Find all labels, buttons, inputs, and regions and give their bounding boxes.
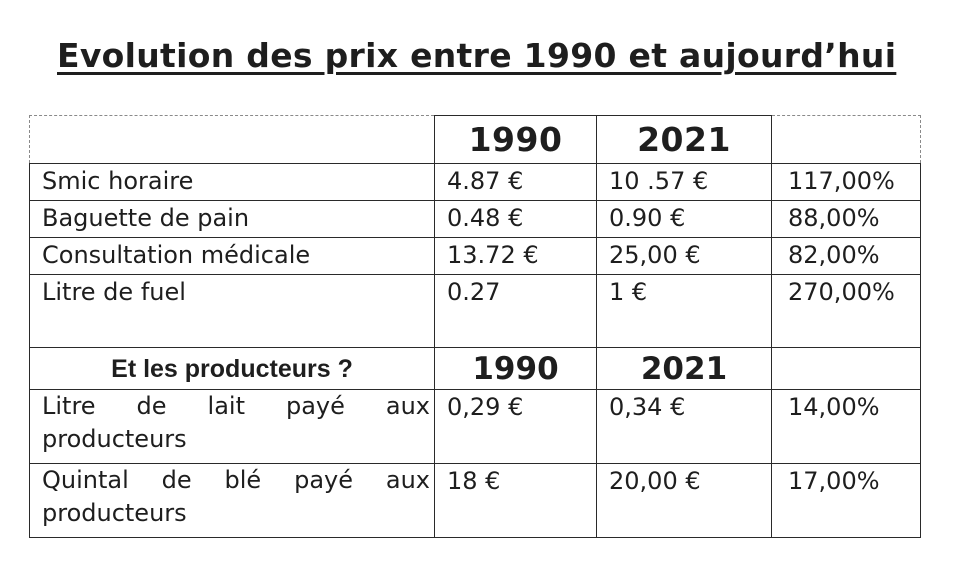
row-label: Smic horaire [29,163,435,201]
change-percent: 17,00% [771,463,921,538]
producers-header-row: Et les producteurs ? 1990 2021 [29,347,921,390]
row-label: Quintal de blé payé aux producteurs [29,463,435,538]
header-year-2021: 2021 [596,115,772,164]
row-label: Consultation médicale [29,237,435,275]
value-1990: 0.27 [434,274,597,348]
change-percent: 270,00% [771,274,921,348]
row-label: Baguette de pain [29,200,435,238]
value-2021: 1 € [596,274,772,348]
value-1990: 18 € [434,463,597,538]
value-2021: 20,00 € [596,463,772,538]
value-2021: 0,34 € [596,389,772,464]
header-change-cell [771,115,921,164]
change-percent: 82,00% [771,237,921,275]
change-percent: 117,00% [771,163,921,201]
page-title: Evolution des prix entre 1990 et aujourd… [57,36,897,75]
table-row: Baguette de pain 0.48 € 0.90 € 88,00% [29,200,921,238]
table-row: Quintal de blé payé aux producteurs 18 €… [29,463,921,538]
table-row: Smic horaire 4.87 € 10 .57 € 117,00% [29,163,921,201]
value-1990: 13.72 € [434,237,597,275]
table-row: Litre de fuel 0.27 1 € 270,00% [29,274,921,348]
change-percent: 88,00% [771,200,921,238]
value-2021: 0.90 € [596,200,772,238]
producers-change-cell [771,347,921,390]
value-1990: 0.48 € [434,200,597,238]
change-percent: 14,00% [771,389,921,464]
header-blank-cell [29,115,435,164]
producers-section-label: Et les producteurs ? [29,347,435,390]
price-table: 1990 2021 Smic horaire 4.87 € 10 .57 € 1… [29,115,921,538]
producers-year-1990: 1990 [434,347,597,390]
value-1990: 4.87 € [434,163,597,201]
row-label: Litre de lait payé aux producteurs [29,389,435,464]
header-year-1990: 1990 [434,115,597,164]
row-label: Litre de fuel [29,274,435,348]
table-row: Litre de lait payé aux producteurs 0,29 … [29,389,921,464]
value-1990: 0,29 € [434,389,597,464]
value-2021: 10 .57 € [596,163,772,201]
producers-year-2021: 2021 [596,347,772,390]
table-header-row: 1990 2021 [29,115,921,164]
value-2021: 25,00 € [596,237,772,275]
table-row: Consultation médicale 13.72 € 25,00 € 82… [29,237,921,275]
